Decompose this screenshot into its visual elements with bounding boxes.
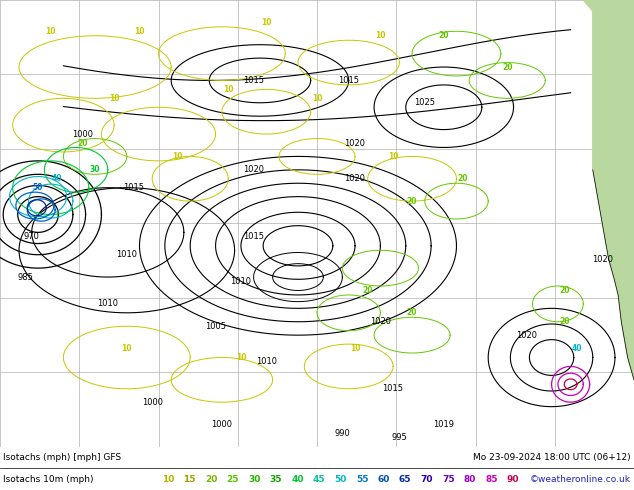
Text: 20: 20 [439,31,449,40]
Text: 85: 85 [485,475,498,484]
Text: 1000: 1000 [141,398,163,407]
Text: 995: 995 [392,434,407,442]
Text: 30: 30 [248,475,261,484]
Text: 1015: 1015 [122,183,144,192]
Text: 990: 990 [335,429,350,438]
Text: 1005: 1005 [205,322,226,331]
Text: Isotachs (mph) [mph] GFS: Isotachs (mph) [mph] GFS [3,453,121,462]
Text: 10: 10 [388,152,398,161]
Text: 1020: 1020 [592,255,613,264]
Polygon shape [583,0,634,45]
Text: 1010: 1010 [97,299,119,308]
Text: 10: 10 [350,344,360,353]
Text: 20: 20 [407,308,417,318]
Text: 20: 20 [205,475,217,484]
Text: 1000: 1000 [211,420,233,429]
Text: 970: 970 [23,232,40,242]
Text: 1025: 1025 [414,98,436,107]
Text: 10: 10 [172,152,183,161]
Text: 1010: 1010 [116,250,138,259]
Text: 1015: 1015 [243,76,264,85]
Polygon shape [593,0,634,380]
Text: 20: 20 [458,174,468,183]
Text: 20: 20 [502,63,512,72]
Text: 10: 10 [312,94,322,103]
Text: 1020: 1020 [370,317,391,326]
Text: 20: 20 [407,196,417,206]
Text: 50: 50 [33,183,43,192]
Text: 10: 10 [223,85,233,94]
Text: 1019: 1019 [433,420,455,429]
Text: 55: 55 [356,475,368,484]
Text: 10: 10 [236,353,246,362]
Text: 15: 15 [183,475,196,484]
Text: 90: 90 [507,475,519,484]
Text: 30: 30 [90,165,100,174]
Text: 10: 10 [261,18,271,27]
Text: 10: 10 [122,344,132,353]
Text: 35: 35 [269,475,282,484]
Text: 1010: 1010 [230,277,252,286]
Text: 45: 45 [313,475,325,484]
Text: 10: 10 [162,475,174,484]
Text: 1015: 1015 [382,384,404,393]
Text: 10: 10 [109,94,119,103]
Text: 1010: 1010 [256,358,277,367]
Text: 75: 75 [442,475,455,484]
Text: 65: 65 [399,475,411,484]
Text: 1020: 1020 [515,331,537,340]
Text: 1015: 1015 [338,76,359,85]
Text: 985: 985 [17,272,34,282]
Text: 1020: 1020 [344,139,366,147]
Text: 20: 20 [559,286,569,295]
Text: 40: 40 [572,344,582,353]
Text: 1015: 1015 [243,232,264,242]
Text: 50: 50 [334,475,347,484]
Text: 80: 80 [463,475,476,484]
Text: 20: 20 [559,317,569,326]
Text: 20: 20 [363,286,373,295]
Text: 1000: 1000 [72,129,93,139]
Text: 40: 40 [291,475,304,484]
Text: 10: 10 [46,27,56,36]
Text: 70: 70 [420,475,433,484]
Text: 60: 60 [377,475,390,484]
Text: ©weatheronline.co.uk: ©weatheronline.co.uk [530,475,631,484]
Text: 10: 10 [375,31,385,40]
Text: 10: 10 [134,27,145,36]
Text: 25: 25 [226,475,239,484]
Text: Mo 23-09-2024 18:00 UTC (06+12): Mo 23-09-2024 18:00 UTC (06+12) [473,453,631,462]
Text: 20: 20 [77,139,87,147]
Text: 40: 40 [52,174,62,183]
Text: 1020: 1020 [344,174,366,183]
Text: 1020: 1020 [243,165,264,174]
Text: Isotachs 10m (mph): Isotachs 10m (mph) [3,475,94,484]
